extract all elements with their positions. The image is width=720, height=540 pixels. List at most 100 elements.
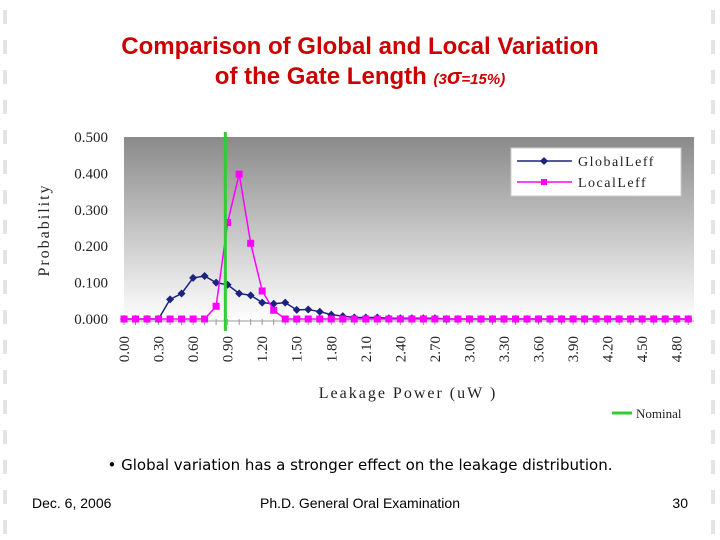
data-point-diamond bbox=[315, 307, 324, 316]
y-axis-label: Probability bbox=[36, 183, 53, 276]
data-point-square bbox=[684, 315, 692, 323]
x-tick-label: 3.00 bbox=[462, 336, 478, 362]
x-tick-label: 0.30 bbox=[152, 336, 168, 362]
data-point-square bbox=[581, 315, 589, 323]
data-point-square bbox=[673, 315, 681, 323]
data-point-square bbox=[120, 315, 128, 323]
bullet-point: • Global variation has a stronger effect… bbox=[107, 456, 613, 474]
data-point-square bbox=[477, 315, 485, 323]
data-point-diamond bbox=[327, 310, 336, 319]
data-point-square bbox=[512, 315, 520, 323]
data-point-square bbox=[431, 315, 439, 323]
data-point-square bbox=[465, 315, 473, 323]
data-point-square bbox=[650, 315, 658, 323]
x-tick-label: 2.40 bbox=[393, 336, 409, 362]
y-axis-ticks: 0.000 0.100 0.200 0.300 0.400 0.500 bbox=[74, 130, 108, 328]
data-point-square bbox=[419, 315, 427, 323]
data-point-square bbox=[661, 315, 669, 323]
data-point-square bbox=[258, 287, 266, 295]
slide-title: Comparison of Global and Local Variation… bbox=[0, 32, 720, 95]
nominal-legend-label: Nominal bbox=[636, 406, 682, 421]
data-point-square bbox=[500, 315, 508, 323]
x-tick-label: 2.10 bbox=[359, 336, 375, 362]
data-point-square bbox=[178, 315, 186, 323]
data-point-square bbox=[569, 315, 577, 323]
x-tick-label: 0.60 bbox=[186, 336, 202, 362]
data-point-square bbox=[270, 306, 278, 314]
x-tick-label: 1.50 bbox=[290, 336, 306, 362]
data-point-square bbox=[350, 315, 358, 323]
y-tick-label: 0.400 bbox=[74, 166, 108, 182]
data-point-square bbox=[615, 315, 623, 323]
data-point-square bbox=[546, 315, 554, 323]
x-tick-label: 0.90 bbox=[221, 336, 237, 362]
data-point-diamond bbox=[212, 278, 221, 287]
data-point-diamond bbox=[200, 272, 209, 281]
data-point-square bbox=[166, 315, 174, 323]
legend-box bbox=[510, 147, 682, 197]
data-point-square bbox=[558, 315, 566, 323]
x-tick-label: 0.00 bbox=[117, 336, 133, 362]
x-tick-label: 1.80 bbox=[324, 336, 340, 362]
x-tick-label: 1.20 bbox=[255, 336, 271, 362]
y-tick-label: 0.000 bbox=[74, 312, 108, 328]
data-point-square bbox=[339, 315, 347, 323]
right-dotted-border bbox=[708, 0, 720, 540]
legend: GlobalLeff LocalLeff bbox=[510, 147, 682, 197]
data-point-square bbox=[304, 315, 312, 323]
data-point-diamond bbox=[258, 298, 267, 307]
legend-marker-global bbox=[540, 157, 548, 165]
title-line-1: Comparison of Global and Local Variation bbox=[121, 33, 599, 60]
x-tick-label: 2.70 bbox=[428, 336, 444, 362]
data-point-square bbox=[189, 315, 197, 323]
data-point-square bbox=[408, 315, 416, 323]
footer-date: Dec. 6, 2006 bbox=[32, 495, 112, 511]
data-point-square bbox=[627, 315, 635, 323]
data-point-diamond bbox=[189, 273, 198, 282]
title-sigma: σ bbox=[446, 64, 462, 89]
data-point-square bbox=[212, 302, 220, 310]
series-layer bbox=[120, 170, 693, 323]
y-tick-label: 0.500 bbox=[74, 130, 108, 146]
y-tick-label: 0.200 bbox=[74, 239, 108, 255]
data-point-square bbox=[316, 315, 324, 323]
data-point-square bbox=[132, 315, 140, 323]
data-point-square bbox=[442, 315, 450, 323]
data-point-square bbox=[143, 315, 151, 323]
data-point-diamond bbox=[292, 305, 301, 314]
data-point-diamond bbox=[177, 289, 186, 298]
title-paren-open: (3 bbox=[433, 71, 447, 88]
legend-label-local: LocalLeff bbox=[578, 176, 647, 191]
x-axis-label: Leakage Power (uW ) bbox=[319, 385, 498, 402]
data-point-square bbox=[362, 315, 370, 323]
data-point-square bbox=[281, 315, 289, 323]
x-tick-label: 3.60 bbox=[532, 336, 548, 362]
data-point-diamond bbox=[166, 295, 175, 304]
data-point-square bbox=[235, 170, 243, 178]
data-point-square bbox=[385, 315, 393, 323]
x-tick-label: 4.80 bbox=[670, 336, 686, 362]
footer-page-number: 30 bbox=[672, 495, 688, 511]
data-point-square bbox=[224, 219, 232, 227]
data-point-square bbox=[592, 315, 600, 323]
data-point-square bbox=[396, 315, 404, 323]
x-tick-label: 4.50 bbox=[635, 336, 651, 362]
data-point-diamond bbox=[281, 298, 290, 307]
data-point-diamond bbox=[304, 305, 313, 314]
y-tick-label: 0.100 bbox=[74, 276, 108, 292]
title-line-2-text: of the Gate Length bbox=[214, 63, 427, 90]
title-line-2: of the Gate Length (3σ=15%) bbox=[0, 62, 720, 95]
data-point-square bbox=[488, 315, 496, 323]
data-point-square bbox=[201, 315, 209, 323]
data-point-square bbox=[247, 239, 255, 247]
data-point-square bbox=[638, 315, 646, 323]
data-point-square bbox=[373, 315, 381, 323]
x-tick-label: 3.90 bbox=[566, 336, 582, 362]
title-paren-rest: =15%) bbox=[461, 71, 506, 88]
x-tick-label: 4.20 bbox=[601, 336, 617, 362]
legend-marker-local bbox=[541, 179, 547, 185]
data-point-square bbox=[604, 315, 612, 323]
data-point-square bbox=[454, 315, 462, 323]
left-dotted-border bbox=[0, 0, 12, 540]
